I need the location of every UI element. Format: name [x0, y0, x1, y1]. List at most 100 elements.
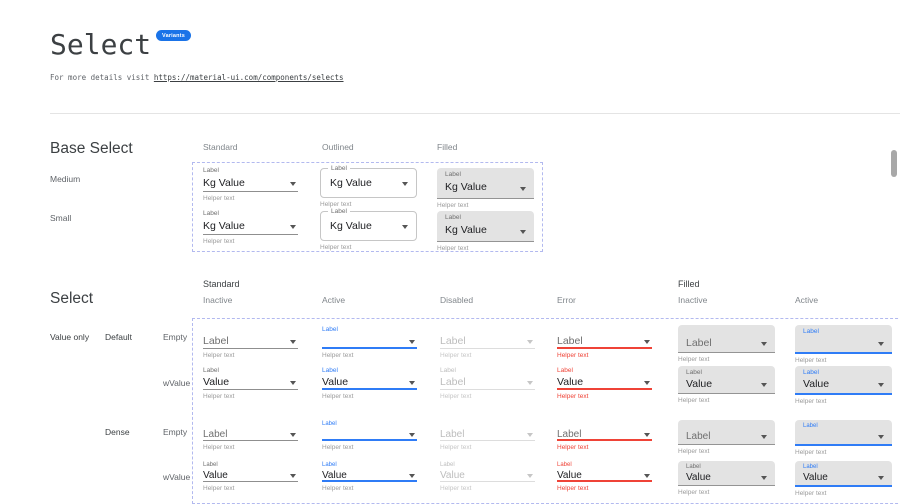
helper-text: Helper text: [795, 449, 827, 456]
base-select-standard-field[interactable]: Label Kg Value Helper text: [203, 166, 298, 202]
select-standard-error-field[interactable]: Label Helper text: [557, 420, 652, 451]
field-value: Kg Value: [445, 181, 487, 193]
select-standard-error-field[interactable]: Label Value Helper text: [557, 461, 652, 492]
select-filled-active-field[interactable]: Label Value Helper text: [795, 461, 892, 497]
dropdown-arrow-icon: [402, 181, 408, 186]
base-select-filled-field[interactable]: Label Kg Value Helper text: [437, 168, 534, 209]
base-colhead-outlined: Outlined: [322, 142, 354, 152]
field-value-row: Value: [203, 376, 298, 390]
dropdown-arrow-icon: [644, 339, 650, 344]
helper-text: Helper text: [678, 397, 710, 404]
rowlabel-default-empty: Empty: [163, 332, 188, 342]
select-standard-inactive-field[interactable]: Label Value Helper text: [203, 461, 298, 492]
field-value: Value: [557, 470, 582, 481]
select-standard-disabled-field[interactable]: Label Value Helper text: [440, 461, 535, 492]
field-value: Kg Value: [203, 177, 245, 189]
dropdown-arrow-icon: [644, 432, 650, 437]
select-standard-disabled-field[interactable]: Label Label Helper text: [440, 366, 535, 400]
dropdown-arrow-icon: [761, 342, 767, 346]
helper-text: Helper text: [203, 195, 235, 202]
helper-text: Helper text: [440, 444, 472, 451]
base-rowlabel-medium: Medium: [50, 174, 81, 184]
field-label: Label: [686, 369, 702, 376]
helper-text: Helper text: [557, 444, 589, 451]
select-filled-inactive-field[interactable]: Label Helper text: [678, 420, 775, 455]
base-select-standard-field[interactable]: Label Kg Value Helper text: [203, 209, 298, 245]
base-select-filled-field[interactable]: Label Kg Value Helper text: [437, 211, 534, 252]
material-ui-link[interactable]: https://material-ui.com/components/selec…: [153, 73, 344, 82]
base-select-outlined-field[interactable]: Label Kg Value Helper text: [320, 208, 417, 251]
filled-field-box: Label: [795, 325, 892, 354]
filled-field-box: Label Value: [678, 366, 775, 394]
field-value-row: Value: [322, 470, 417, 482]
field-value: Value: [686, 378, 713, 390]
field-value-row: Label: [686, 431, 767, 442]
dropdown-arrow-icon: [290, 381, 296, 385]
helper-text: Helper text: [557, 393, 589, 400]
select-colhead-active: Active: [322, 295, 346, 305]
select-standard-active-field[interactable]: Label Helper text: [322, 325, 417, 359]
helper-text: Helper text: [795, 357, 827, 364]
field-label: Label: [440, 462, 455, 468]
field-value: Label: [686, 337, 712, 349]
rowlabel-default-wvalue: wValue: [163, 378, 191, 388]
field-value-row: Value: [557, 470, 652, 482]
select-standard-inactive-field[interactable]: Label Value Helper text: [203, 366, 298, 400]
select-standard-inactive-field[interactable]: Label Helper text: [203, 325, 298, 359]
helper-text: Helper text: [795, 398, 827, 405]
helper-text: Helper text: [557, 485, 589, 492]
field-label: Label: [203, 210, 219, 217]
field-value-row: Kg Value: [445, 180, 526, 196]
dropdown-arrow-icon: [290, 474, 296, 478]
select-filled-active-field[interactable]: Label Helper text: [795, 325, 892, 364]
field-value: Value: [322, 470, 347, 481]
filled-field-box: Label: [678, 325, 775, 353]
field-value-row: Label: [440, 335, 535, 349]
helper-text: Helper text: [678, 489, 710, 496]
field-value: Kg Value: [445, 224, 487, 236]
filled-field-box: Label Value: [795, 461, 892, 487]
select-group-standard: Standard: [203, 279, 240, 289]
scrollbar-thumb[interactable]: [891, 150, 897, 177]
field-value: Label: [203, 335, 229, 347]
helper-text: Helper text: [557, 352, 589, 359]
base-select-outlined-field[interactable]: Label Kg Value Helper text: [320, 165, 417, 208]
field-value: Kg Value: [203, 220, 245, 232]
field-label: Label: [557, 462, 572, 468]
dropdown-arrow-icon: [520, 229, 526, 234]
helper-text: Helper text: [203, 444, 235, 451]
dropdown-arrow-icon: [878, 435, 884, 439]
field-label: Label: [328, 165, 350, 173]
select-standard-error-field[interactable]: Label Value Helper text: [557, 366, 652, 400]
dropdown-arrow-icon: [409, 473, 415, 478]
select-filled-inactive-field[interactable]: Label Value Helper text: [678, 366, 775, 404]
base-select-section-title: Base Select: [50, 140, 133, 157]
field-label: [440, 420, 535, 429]
select-standard-disabled-field[interactable]: Label Helper text: [440, 420, 535, 451]
select-standard-active-field[interactable]: Label Value Helper text: [322, 461, 417, 492]
select-standard-disabled-field[interactable]: Label Helper text: [440, 325, 535, 359]
select-filled-active-field[interactable]: Label Value Helper text: [795, 366, 892, 405]
field-value-row: [322, 429, 417, 441]
filled-field-box: Label: [678, 420, 775, 445]
field-label: Label: [440, 367, 456, 374]
field-label: Label: [445, 171, 461, 178]
select-standard-inactive-field[interactable]: Label Helper text: [203, 420, 298, 451]
select-filled-active-field[interactable]: Label Helper text: [795, 420, 892, 456]
select-filled-inactive-field[interactable]: Label Value Helper text: [678, 461, 775, 496]
rowlabel-dense-empty: Empty: [163, 427, 188, 437]
field-label: Label: [803, 369, 819, 376]
field-value-row: Value: [803, 378, 884, 391]
select-filled-inactive-field[interactable]: Label Helper text: [678, 325, 775, 363]
select-standard-active-field[interactable]: Label Value Helper text: [322, 366, 417, 400]
helper-text: Helper text: [437, 245, 469, 252]
helper-text: Helper text: [203, 393, 235, 400]
dropdown-arrow-icon: [761, 435, 767, 439]
dropdown-arrow-icon: [290, 340, 296, 344]
variants-badge[interactable]: Variants: [156, 30, 192, 41]
field-label: Label: [445, 214, 461, 221]
dropdown-arrow-icon: [409, 432, 415, 437]
select-standard-error-field[interactable]: Label Helper text: [557, 325, 652, 359]
divider: [50, 113, 900, 114]
select-standard-active-field[interactable]: Label Helper text: [322, 420, 417, 451]
